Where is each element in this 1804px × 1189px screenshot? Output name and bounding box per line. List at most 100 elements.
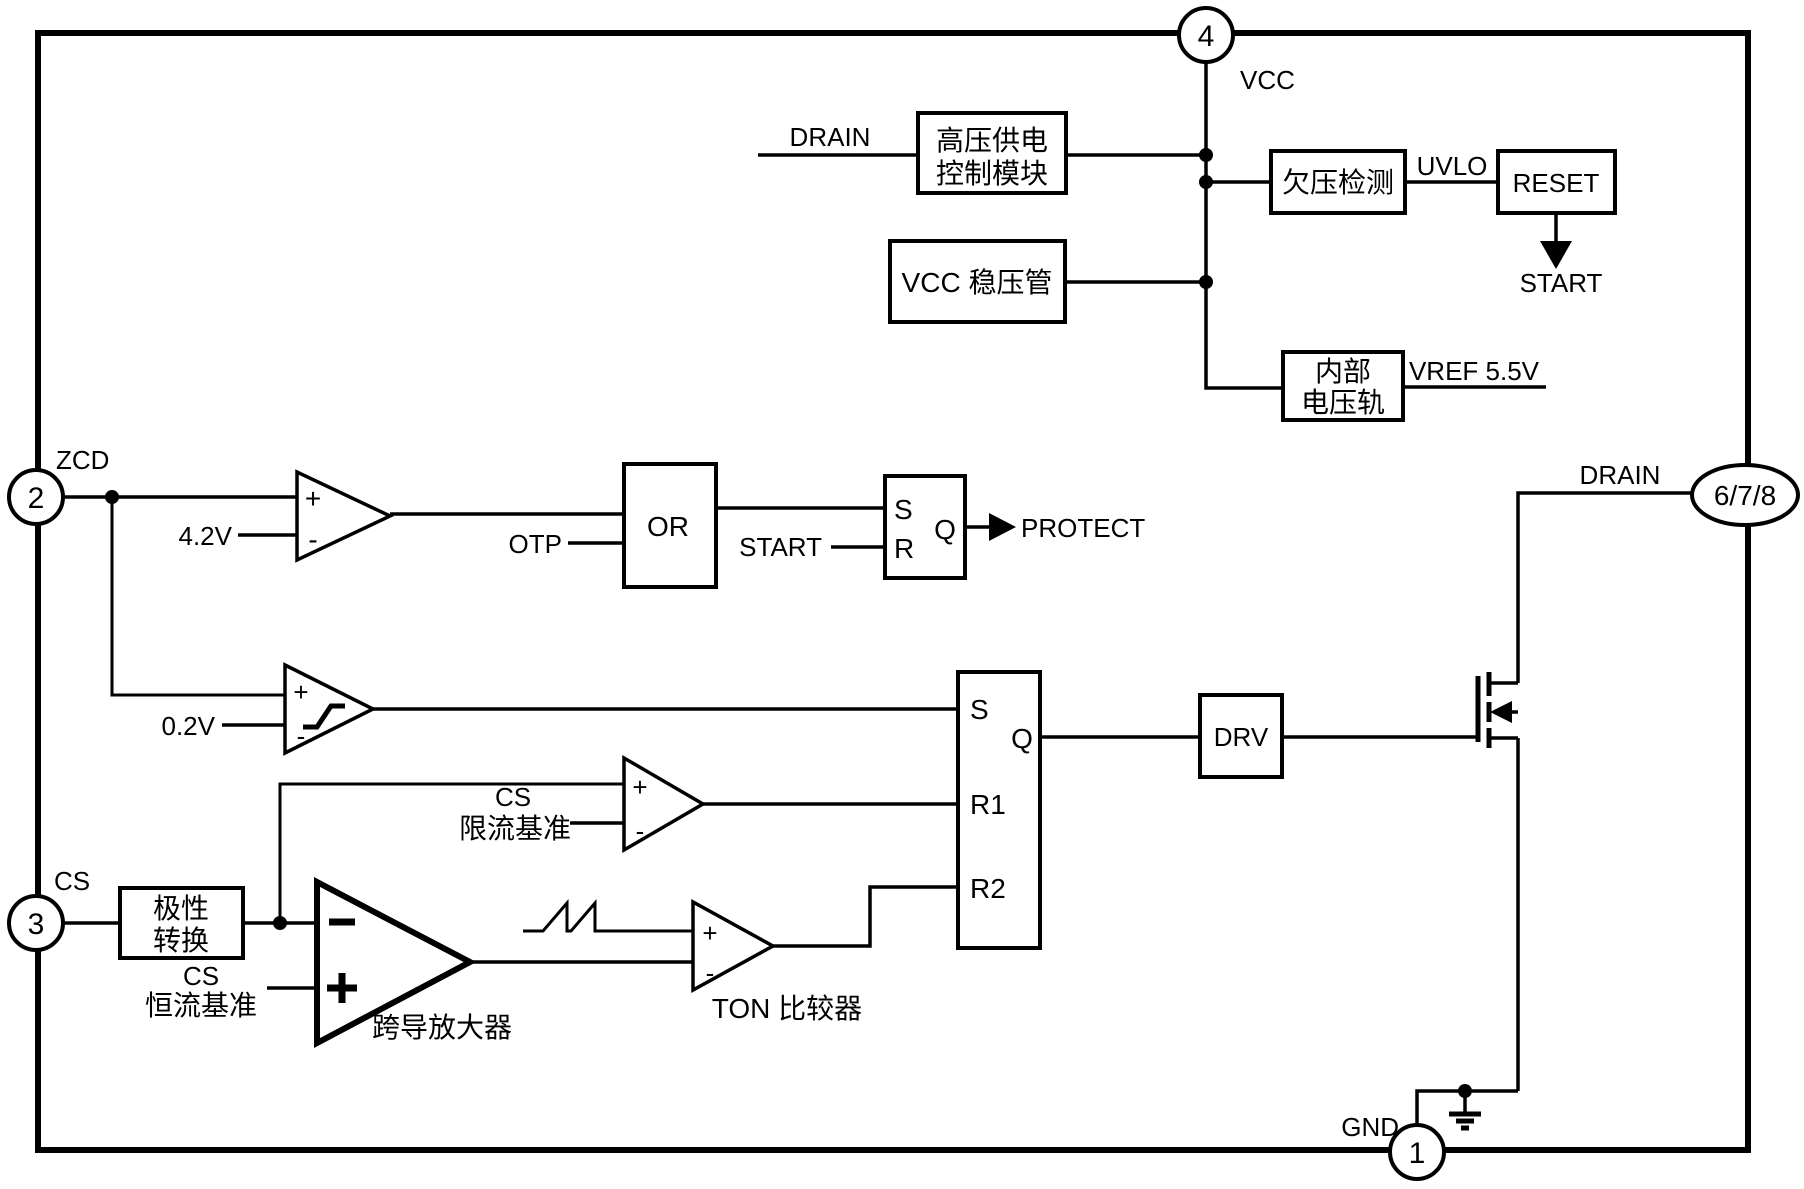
pin-label-zcd: ZCD: [56, 445, 109, 475]
pin-label-cs: CS: [54, 866, 90, 896]
net-label-cs-limit-2: 限流基准: [459, 813, 571, 844]
plus-sign: +: [293, 677, 308, 707]
junction-dot: [1199, 175, 1213, 189]
net-label-drain: DRAIN: [1580, 460, 1661, 490]
junction-dot: [1199, 275, 1213, 289]
minus-sign: -: [308, 524, 317, 555]
pin-circle: [7, 894, 65, 952]
mosfet-body-arrow: [1490, 701, 1512, 723]
pin-circle: [1388, 1123, 1446, 1181]
pin-number: 6/7/8: [1714, 480, 1776, 511]
protect-latch-q: Q: [934, 514, 956, 545]
net-label-drain-in: DRAIN: [790, 122, 871, 152]
internal-rail-block: [1281, 350, 1405, 422]
wire-drain: [1516, 491, 1693, 683]
main-latch-r2: R2: [970, 873, 1006, 904]
vcc-regulator-label: VCC 稳压管: [902, 267, 1053, 298]
ground-icon: [1449, 1091, 1481, 1131]
plus-sign: +: [702, 918, 717, 948]
pin-vcc: 4 VCC: [1177, 6, 1295, 95]
hv-supply-block: [916, 111, 1068, 195]
protect-latch-block: [883, 474, 967, 580]
ton-comparator: [691, 899, 777, 993]
protect-section: 4.2V + - OTP OR START S R Q PROTECT: [63, 462, 1145, 697]
pin-ellipse: [1690, 463, 1800, 527]
ota-label: 跨导放大器: [372, 1012, 512, 1043]
wire-r2: [773, 885, 958, 948]
pin-number: 4: [1198, 20, 1215, 53]
vcc-supply-section: DRAIN 高压供电 控制模块 VCC 稳压管 欠压检测 UVLO RESET …: [758, 62, 1617, 422]
main-latch-block: [956, 670, 1042, 950]
ton-label: TON 比较器: [712, 993, 862, 1024]
uvlo-detect-block: [1269, 149, 1407, 215]
wire-gnd: [1415, 1089, 1518, 1124]
net-label-cs-cc-2: 恒流基准: [145, 990, 257, 1021]
drv-block: [1198, 693, 1284, 779]
output-section: S Q R1 R2 DRV DRAIN: [956, 460, 1693, 1131]
protect-latch-s: S: [894, 494, 913, 525]
arrow-right-icon: [989, 513, 1016, 541]
cs-limit-section: CS 限流基准 + -: [278, 754, 958, 923]
main-latch-r1: R1: [970, 789, 1006, 820]
hv-supply-label-2: 控制模块: [936, 158, 1048, 189]
hysteresis-icon: [303, 703, 345, 730]
ovp-comparator: [295, 469, 395, 563]
net-label-start-top: START: [1520, 268, 1603, 298]
protect-latch-r: R: [894, 533, 914, 564]
pin-circle: [1177, 6, 1235, 64]
pin-number: 1: [1409, 1137, 1426, 1170]
plus-sign: [327, 973, 357, 1003]
net-label-cs-limit-1: CS: [495, 782, 531, 812]
reset-label: RESET: [1513, 168, 1600, 198]
main-latch-s: S: [970, 694, 989, 725]
junction-dot: [273, 916, 287, 930]
plus-sign: +: [305, 483, 321, 514]
minus-sign: -: [706, 958, 715, 988]
pin-number: 2: [28, 482, 45, 515]
pin-number: 3: [28, 908, 45, 941]
pin-circle: [7, 468, 65, 526]
wire-vcc-trunk: [1204, 62, 1283, 390]
minus-sign: -: [297, 721, 306, 751]
wire-zcd-branch: [110, 497, 285, 697]
cs-limit-comparator: [622, 754, 707, 854]
net-label-uvlo: UVLO: [1417, 151, 1488, 181]
hv-supply-label-1: 高压供电: [936, 125, 1048, 156]
minus-sign: -: [636, 816, 645, 846]
sawtooth-icon: [523, 898, 693, 933]
or-gate-block: [622, 462, 718, 589]
net-label-protect: PROTECT: [1021, 513, 1145, 543]
junction-dot: [105, 490, 119, 504]
pin-zcd: 2 ZCD: [7, 445, 109, 526]
net-label-0v2: 0.2V: [162, 711, 216, 741]
zcd-set-section: 0.2V + -: [162, 662, 958, 756]
plus-sign: +: [632, 772, 647, 802]
net-label-otp: OTP: [509, 529, 562, 559]
pin-cs: 3 CS: [7, 866, 90, 952]
internal-rail-label-2: 电压轨: [1301, 387, 1385, 418]
internal-rail-label-1: 内部: [1315, 356, 1371, 387]
net-label-cs-cc-1: CS: [183, 961, 219, 991]
uvlo-detect-label: 欠压检测: [1282, 167, 1394, 198]
wire-cs-sense-branch: [278, 782, 624, 923]
net-label-vref: VREF 5.5V: [1409, 356, 1540, 386]
transconductance-amp: [314, 877, 477, 1048]
cs-ota-section: 极性 转换 CS 恒流基准 跨导放大器 + - TON 比较器: [63, 877, 958, 1048]
junction-dot: [1199, 148, 1213, 162]
drv-label: DRV: [1214, 722, 1269, 752]
pin-label-vcc: VCC: [1240, 65, 1295, 95]
main-latch-q: Q: [1011, 723, 1033, 754]
net-label-start-mid: START: [739, 532, 822, 562]
pin-gnd: 1 GND: [1341, 1112, 1446, 1181]
polarity-label-1: 极性: [153, 893, 209, 924]
or-gate-label: OR: [647, 511, 689, 542]
ic-boundary: [35, 30, 1751, 1153]
pin-drain: 6/7/8: [1690, 463, 1800, 527]
polarity-label-2: 转换: [153, 925, 209, 956]
net-label-4v2: 4.2V: [179, 521, 233, 551]
mosfet-icon: [1475, 672, 1518, 748]
arrow-down-icon: [1540, 241, 1572, 269]
pin-label-gnd: GND: [1341, 1112, 1399, 1142]
reset-block: [1496, 149, 1617, 215]
